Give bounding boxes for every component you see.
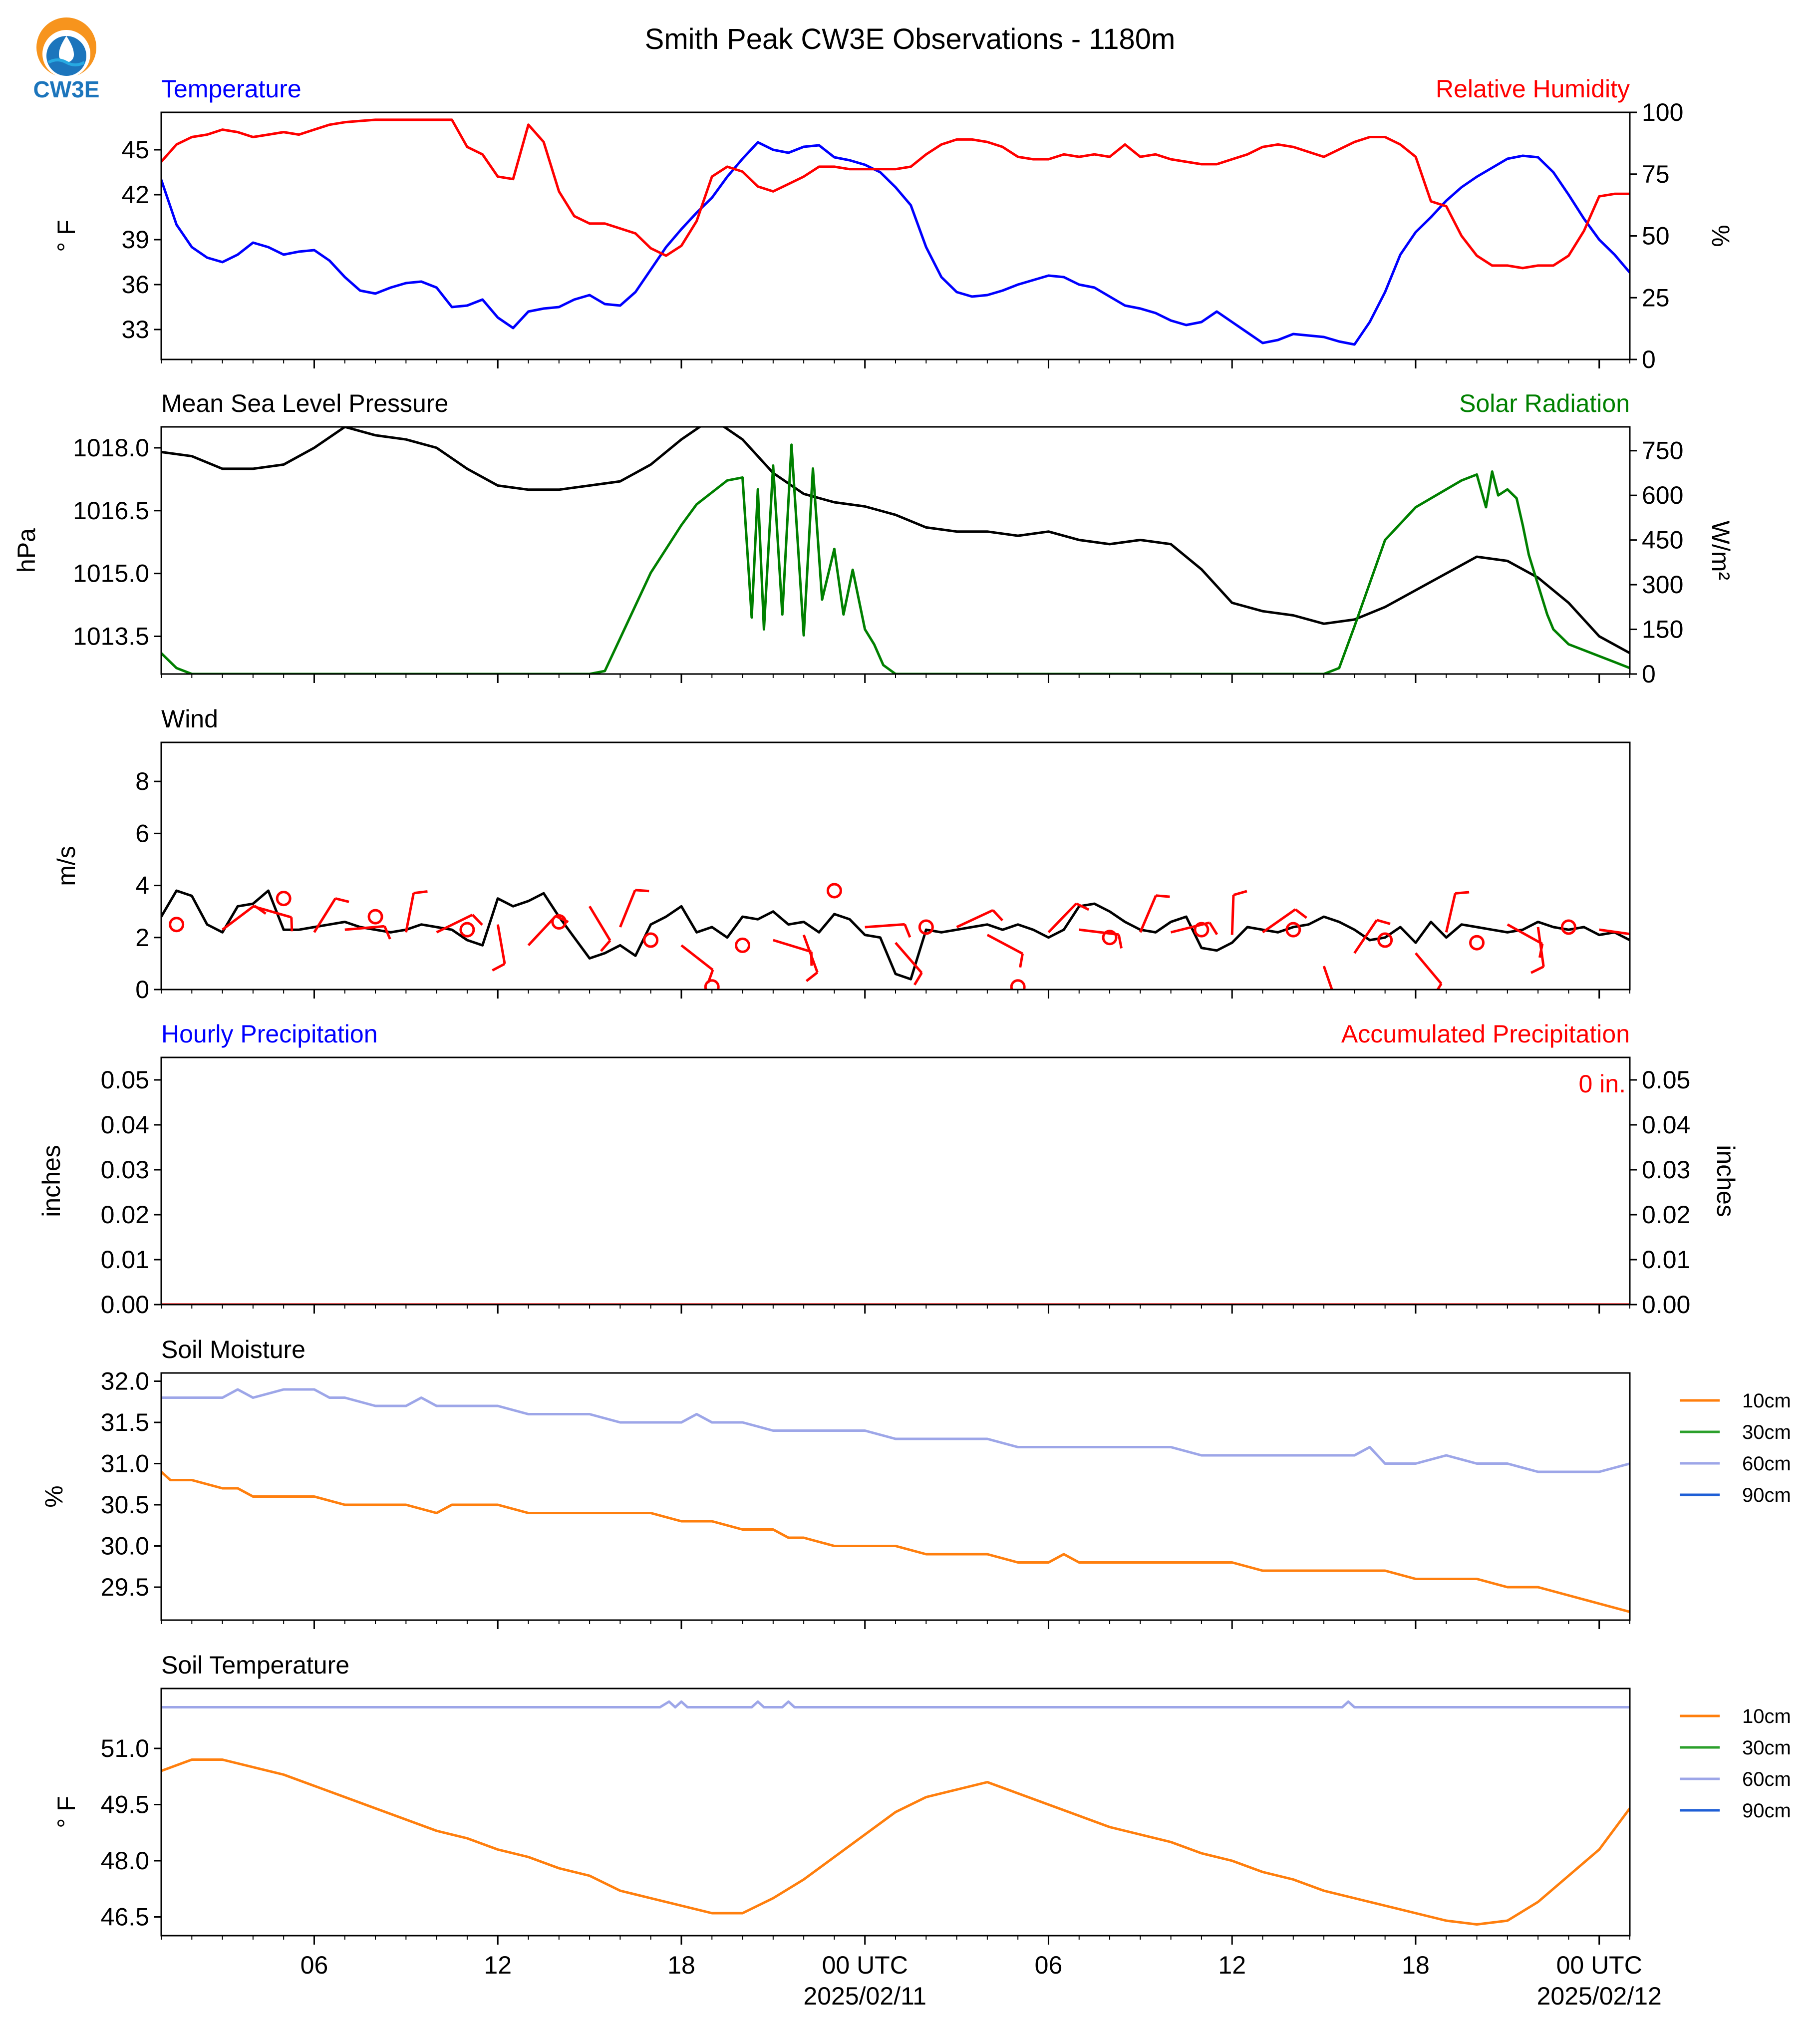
accumulation-annotation: 0 in. [1578, 1070, 1626, 1098]
y-axis-label: ° F [52, 1796, 80, 1828]
wind-barb-flag [1455, 892, 1469, 893]
wind-barb-flag [635, 890, 649, 891]
y-right-tick-label: 600 [1642, 481, 1683, 509]
y-right-tick-label: 50 [1642, 222, 1670, 250]
y-tick-label: 0.01 [101, 1246, 149, 1274]
y-right-tick-label: 0.01 [1642, 1246, 1690, 1274]
y-right-tick-label: 0.00 [1642, 1291, 1690, 1319]
y-right-tick-label: 750 [1642, 437, 1683, 465]
y-tick-label: 51.0 [101, 1734, 149, 1762]
y-right-tick-label: 450 [1642, 526, 1683, 554]
y-tick-label: 31.5 [101, 1408, 149, 1436]
wind-barb-staff [1232, 895, 1233, 935]
logo-text: CW3E [33, 76, 100, 102]
y-right-axis-label: inches [1712, 1145, 1740, 1217]
y-tick-label: 0.00 [101, 1291, 149, 1319]
y-tick-label: 6 [135, 819, 149, 847]
y-tick-label: 30.5 [101, 1491, 149, 1519]
y-tick-label: 0.03 [101, 1156, 149, 1184]
y-tick-label: 39 [121, 226, 149, 254]
y-tick-label: 0.02 [101, 1201, 149, 1229]
y-right-tick-label: 0 [1642, 660, 1656, 688]
y-tick-label: 8 [135, 767, 149, 795]
x-tick-label: 18 [1402, 1951, 1430, 1979]
y-right-axis-label: % [1707, 225, 1735, 247]
y-right-tick-label: 75 [1642, 160, 1670, 188]
y-axis-label: % [40, 1485, 68, 1507]
legend-label: 60cm [1742, 1768, 1791, 1790]
y-axis-label: ° F [52, 220, 80, 252]
legend-label: 30cm [1742, 1737, 1791, 1759]
y-tick-label: 29.5 [101, 1573, 149, 1601]
y-axis-label: m/s [52, 846, 80, 886]
y-right-tick-label: 0.03 [1642, 1156, 1690, 1184]
y-right-tick-label: 0.02 [1642, 1201, 1690, 1229]
y-right-axis-label: W/m² [1707, 521, 1735, 580]
y-tick-label: 48.0 [101, 1847, 149, 1875]
x-tick-label: 12 [484, 1951, 512, 1979]
x-tick-label: 06 [1035, 1951, 1063, 1979]
x-tick-label: 00 UTC [1556, 1951, 1642, 1979]
y-right-tick-label: 25 [1642, 284, 1670, 312]
y-tick-label: 46.5 [101, 1903, 149, 1931]
y-right-tick-label: 100 [1642, 98, 1683, 126]
panel-left-title: Hourly Precipitation [161, 1020, 378, 1048]
wind-barb-flag [414, 891, 428, 893]
y-tick-label: 4 [135, 872, 149, 900]
y-axis-label: hPa [12, 528, 40, 573]
y-tick-label: 30.0 [101, 1532, 149, 1560]
x-tick-date-label: 2025/02/12 [1537, 1982, 1662, 2010]
y-tick-label: 42 [121, 181, 149, 209]
panel-left-title: Temperature [161, 75, 302, 103]
y-axis-label: inches [37, 1145, 65, 1217]
y-right-tick-label: 150 [1642, 616, 1683, 644]
x-tick-date-label: 2025/02/11 [803, 1982, 926, 2010]
y-right-tick-label: 0.04 [1642, 1111, 1690, 1139]
y-tick-label: 0 [135, 976, 149, 1004]
x-tick-label: 06 [301, 1951, 328, 1979]
y-tick-label: 45 [121, 136, 149, 164]
y-tick-label: 32.0 [101, 1367, 149, 1395]
panel-right-title: Accumulated Precipitation [1341, 1020, 1630, 1048]
y-tick-label: 31.0 [101, 1450, 149, 1478]
figure-title: Smith Peak CW3E Observations - 1180m [645, 23, 1176, 55]
y-right-tick-label: 300 [1642, 571, 1683, 599]
legend-label: 10cm [1742, 1390, 1791, 1412]
x-tick-label: 18 [667, 1951, 695, 1979]
y-right-tick-label: 0 [1642, 345, 1656, 373]
y-right-tick-label: 0.05 [1642, 1066, 1690, 1094]
panel-right-title: Relative Humidity [1436, 75, 1630, 103]
y-tick-label: 1013.5 [73, 622, 149, 650]
panel-left-title: Soil Temperature [161, 1651, 349, 1679]
panel-left-title: Wind [161, 705, 218, 733]
panel-left-title: Soil Moisture [161, 1336, 305, 1363]
panel-right-title: Solar Radiation [1459, 389, 1630, 417]
legend-label: 10cm [1742, 1705, 1791, 1727]
y-tick-label: 36 [121, 271, 149, 299]
x-tick-label: 00 UTC [822, 1951, 908, 1979]
y-tick-label: 0.04 [101, 1111, 149, 1139]
legend-label: 90cm [1742, 1800, 1791, 1822]
y-tick-label: 0.05 [101, 1066, 149, 1094]
legend-label: 30cm [1742, 1421, 1791, 1443]
y-tick-label: 1015.0 [73, 560, 149, 588]
panel-left-title: Mean Sea Level Pressure [161, 389, 448, 417]
cw3e-logo: CW3E [33, 17, 100, 102]
x-tick-label: 12 [1218, 1951, 1246, 1979]
y-tick-label: 33 [121, 316, 149, 343]
y-tick-label: 49.5 [101, 1791, 149, 1819]
legend-label: 60cm [1742, 1453, 1791, 1475]
legend-label: 90cm [1742, 1484, 1791, 1506]
y-tick-label: 1018.0 [73, 434, 149, 462]
wind-barb-flag [1156, 896, 1170, 897]
y-tick-label: 1016.5 [73, 497, 149, 525]
y-tick-label: 2 [135, 924, 149, 952]
